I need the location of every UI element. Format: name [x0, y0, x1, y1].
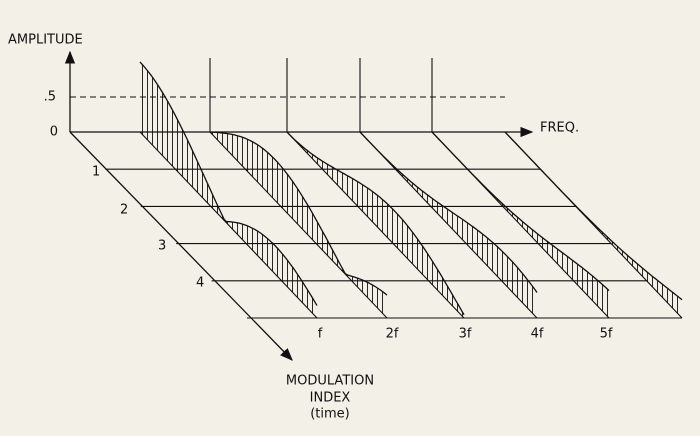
index-tick: 4 — [196, 276, 204, 291]
index-label: (time) — [310, 407, 350, 422]
sideband-curve — [139, 61, 318, 306]
frequency-label: FREQ. — [540, 121, 579, 136]
sideband-area — [360, 132, 537, 318]
index-tick: 3 — [158, 239, 166, 254]
index-label: MODULATION — [286, 374, 374, 389]
frequency-tick: f — [318, 327, 323, 342]
amplitude-tick: 0 — [50, 125, 58, 140]
sideband-area — [505, 132, 682, 318]
sideband-curves — [139, 61, 683, 318]
index-label: INDEX — [310, 391, 351, 406]
index-tick: 2 — [120, 203, 128, 218]
sideband-curve — [359, 131, 538, 293]
frequency-tick: 3f — [459, 327, 472, 342]
sideband-curve — [431, 131, 610, 292]
frequency-tick: 2f — [386, 327, 399, 342]
index-tick: 1 — [92, 165, 100, 180]
index-axis — [69, 131, 293, 361]
amplitude-tick: .5 — [44, 90, 56, 105]
sideband-area — [210, 132, 387, 318]
sideband-area — [140, 62, 317, 318]
sideband-curve — [504, 131, 683, 301]
sideband-curve — [209, 131, 388, 296]
sideband-curve — [286, 131, 465, 316]
sideband-area — [432, 132, 609, 318]
amplitude-label: AMPLITUDE — [8, 33, 83, 48]
frequency-tick: 4f — [531, 327, 544, 342]
frequency-tick: 5f — [600, 327, 613, 342]
sideband-area — [287, 132, 464, 318]
